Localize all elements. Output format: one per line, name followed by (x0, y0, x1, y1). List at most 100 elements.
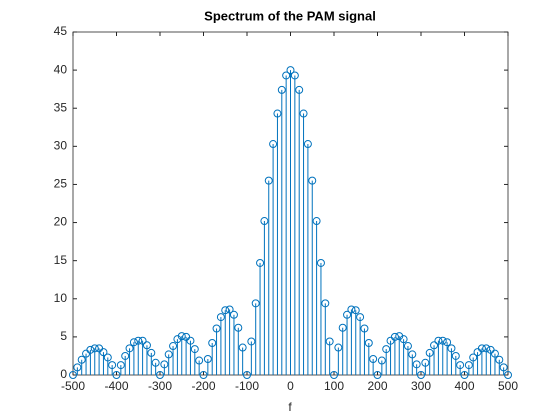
stem-marker (482, 344, 491, 353)
x-axis-label: f (288, 400, 292, 414)
y-tick-label: 15 (54, 253, 68, 267)
stem-marker (312, 217, 321, 226)
stem-marker (495, 355, 504, 364)
stem-marker (464, 361, 473, 370)
stem-marker (390, 332, 399, 341)
stem-marker (286, 66, 295, 75)
stem-marker (125, 344, 134, 353)
stem-marker (369, 354, 378, 363)
stem-marker (169, 342, 178, 351)
stem-marker (121, 351, 130, 360)
stem-marker (151, 358, 160, 367)
stem-marker (330, 371, 338, 379)
stem-marker (490, 349, 499, 358)
stem-marker (247, 337, 256, 346)
stem-marker (417, 371, 425, 379)
stem-marker (290, 71, 299, 80)
stem-marker (408, 350, 417, 359)
stem-marker (456, 361, 465, 370)
y-tick-label: 40 (54, 62, 68, 76)
x-tick-label: 300 (411, 379, 431, 393)
stem-marker (225, 305, 234, 314)
stem-marker (477, 344, 486, 353)
stem-marker (142, 341, 151, 350)
stem-marker (421, 358, 430, 367)
stem-marker (299, 109, 308, 118)
x-tick-label: -300 (148, 379, 172, 393)
stem-marker (356, 313, 365, 322)
stem-marker (308, 176, 317, 185)
stem-marker (282, 71, 291, 80)
y-tick-label: 45 (54, 24, 68, 38)
stem-marker (438, 336, 447, 345)
stem-marker (269, 140, 278, 149)
stem-marker (303, 140, 312, 149)
stem-marker (443, 338, 452, 347)
x-tick-label: -400 (104, 379, 128, 393)
stem-marker (351, 306, 360, 315)
stem-marker (377, 356, 386, 365)
x-tick-label: -500 (61, 379, 85, 393)
stem-marker (186, 336, 195, 345)
stem-marker (504, 371, 512, 379)
stem-marker (164, 350, 173, 359)
y-tick-label: 30 (54, 139, 68, 153)
stem-marker (251, 299, 260, 308)
stem-marker (77, 355, 86, 364)
stem-marker (160, 360, 169, 369)
stem-marker (412, 360, 421, 369)
stem-marker (256, 258, 265, 267)
x-tick-label: -100 (235, 379, 259, 393)
y-tick-label: 5 (60, 329, 67, 343)
stem-marker (69, 371, 77, 379)
y-tick-label: 10 (54, 291, 68, 305)
stem-marker (212, 324, 221, 333)
stem-marker (129, 338, 138, 347)
x-tick-label: -200 (191, 379, 215, 393)
x-tick-label: 100 (324, 379, 344, 393)
stem-marker (112, 371, 121, 379)
stem-marker (447, 344, 456, 353)
stem-marker (199, 371, 208, 379)
stem-marker (99, 348, 108, 357)
stem-marker (343, 310, 352, 319)
stem-marker (460, 371, 469, 379)
stem-marker (195, 356, 204, 365)
y-tick-label: 0 (60, 367, 67, 381)
stem-marker (425, 348, 434, 357)
stem-marker (156, 371, 164, 379)
stem-marker (216, 313, 225, 322)
y-tick-label: 35 (54, 100, 68, 114)
stem-marker (208, 338, 217, 347)
y-tick-label: 25 (54, 177, 68, 191)
stem-marker (177, 332, 186, 341)
stem-marker (321, 299, 330, 308)
stem-marker (295, 85, 304, 94)
stem-marker (229, 310, 238, 319)
stem-marker (499, 363, 508, 372)
stem-marker (243, 371, 251, 379)
stem-marker (430, 341, 439, 350)
stem-marker (399, 335, 408, 344)
stem-marker (147, 348, 156, 357)
x-tick-label: 0 (287, 379, 294, 393)
stem-marker (190, 345, 199, 354)
stem-marker (316, 258, 325, 267)
stem-marker (364, 338, 373, 347)
stem-marker (360, 324, 369, 333)
stem-marker (90, 344, 99, 353)
stem-marker (451, 351, 460, 360)
stem-marker (103, 353, 112, 362)
stem-marker (73, 363, 82, 372)
x-tick-label: 200 (367, 379, 387, 393)
stem-marker (138, 336, 147, 345)
stem-marker (221, 306, 230, 315)
stem-marker (108, 361, 117, 370)
stem-marker (116, 361, 125, 370)
stem-marker (434, 336, 443, 345)
stem-marker (325, 337, 334, 346)
stem-marker (260, 217, 269, 226)
stem-marker (347, 305, 356, 314)
stem-marker (373, 371, 382, 379)
